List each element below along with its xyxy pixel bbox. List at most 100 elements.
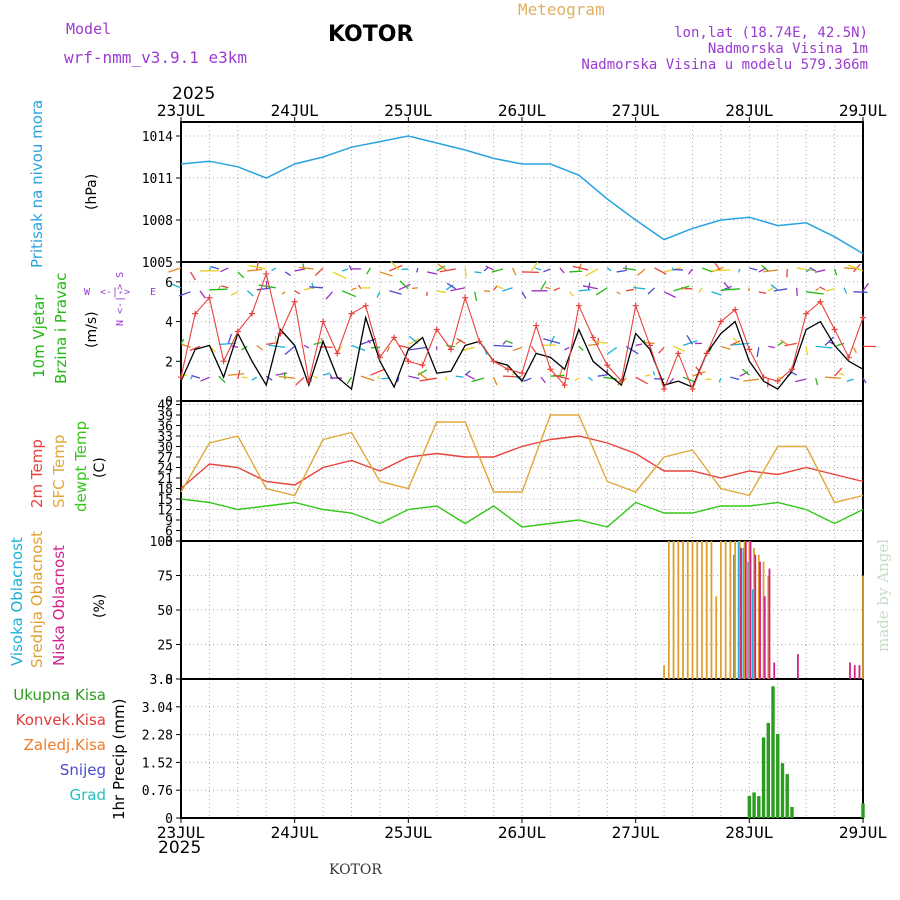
wind-gust-marker xyxy=(618,378,625,385)
wind-gust-marker xyxy=(831,326,838,333)
temp-line-1 xyxy=(180,414,864,504)
wind-arrow xyxy=(730,376,740,381)
wind-arrow xyxy=(549,335,555,345)
wind-arrow xyxy=(294,268,306,272)
wind-arrow xyxy=(271,267,277,272)
wind-arrow xyxy=(284,345,296,356)
wind-arrow xyxy=(302,263,305,271)
wind-gust-marker xyxy=(476,338,483,345)
wind-arrow xyxy=(839,372,845,376)
wind-arrow xyxy=(248,264,267,270)
wind-arrow xyxy=(825,288,835,292)
wind-arrow xyxy=(218,375,226,383)
wind-arrow xyxy=(777,341,784,346)
wind-arrow xyxy=(843,287,848,294)
wind-arrow xyxy=(168,267,182,273)
y-tick-label: 6 xyxy=(165,525,173,540)
wind-arrow xyxy=(559,267,565,274)
wind-arrow xyxy=(419,377,437,382)
wind-arrow xyxy=(474,291,478,301)
wind-arrow xyxy=(218,285,221,290)
precip-bar xyxy=(761,737,766,818)
wind-arrow xyxy=(265,375,273,381)
y-tick-label: 2.28 xyxy=(142,729,173,744)
wind-arrow xyxy=(455,375,464,378)
coords-text: lon,lat (18.74E, 42.5N) xyxy=(674,25,868,41)
wind-arrow xyxy=(398,344,411,349)
wind-gust-marker xyxy=(533,322,540,329)
wind-arrow xyxy=(688,268,694,275)
wind-arrow xyxy=(758,291,767,295)
wind-gust-marker xyxy=(788,366,795,373)
x-tick-label: 24JUL xyxy=(271,101,319,120)
wind-arrow xyxy=(523,377,532,382)
wind-arrow xyxy=(673,345,686,352)
wind-arrow xyxy=(360,375,375,382)
wind-arrow xyxy=(247,268,263,272)
wind-arrow xyxy=(654,267,667,275)
wind-arrow xyxy=(644,374,651,377)
wind-arrow xyxy=(737,268,741,273)
wind-arrow xyxy=(559,367,564,376)
wind-arrow xyxy=(351,344,366,352)
wind-gust-marker xyxy=(746,346,753,353)
wind-gust-marker xyxy=(817,298,824,305)
wind-arrow xyxy=(227,333,232,344)
wind-gust-marker xyxy=(547,366,554,373)
wind-arrow xyxy=(436,265,446,272)
wind-arrow xyxy=(178,291,191,297)
y-tick-label: 1011 xyxy=(142,172,173,187)
wind-gust-marker xyxy=(717,318,724,325)
wind-arrow xyxy=(284,271,291,277)
wind-arrow xyxy=(796,267,815,272)
wind-gust-marker xyxy=(305,378,312,385)
wind-arrow xyxy=(763,269,778,273)
wind-arrow xyxy=(446,282,457,290)
wind-arrow xyxy=(309,286,324,289)
y-tick-label: 50 xyxy=(157,604,173,619)
y-tick-label: 1008 xyxy=(142,214,173,229)
wind-arrow xyxy=(386,346,390,353)
wind-arrow xyxy=(540,280,547,291)
y-tick-label: 27 xyxy=(157,451,173,466)
y-tick-label: 36 xyxy=(157,420,173,435)
wind-arrow xyxy=(396,376,400,383)
wind-arrow xyxy=(770,284,779,291)
wind-arrow xyxy=(341,290,357,298)
wind-gust-marker xyxy=(277,330,284,337)
y-tick-label: 18 xyxy=(157,483,173,498)
wind-arrow xyxy=(805,347,809,355)
precip-bar xyxy=(780,763,785,818)
wind-arrow xyxy=(652,371,656,376)
wind-arrow xyxy=(623,267,636,271)
wind-arrow xyxy=(485,265,494,271)
page-title: KOTOR xyxy=(328,22,414,47)
wind-arrow xyxy=(749,267,758,271)
wind-arrow xyxy=(303,287,314,291)
precip-bar xyxy=(766,722,770,818)
wind-arrow xyxy=(313,375,319,379)
wind-arrow xyxy=(647,287,656,295)
wind-arrow xyxy=(756,347,760,357)
wind-gust-marker xyxy=(462,294,469,301)
wind-arrow xyxy=(237,271,245,279)
wind-arrow xyxy=(833,268,838,276)
wind-arrow xyxy=(367,339,371,344)
wind-arrow xyxy=(471,377,485,383)
wind-gust-marker xyxy=(561,382,568,389)
wind-arrow xyxy=(401,268,409,271)
wind-gust-marker xyxy=(675,350,682,357)
wind-arrow xyxy=(814,269,826,273)
y-tick-label: 0 xyxy=(165,673,173,688)
wind-arrow xyxy=(673,285,690,292)
wind-arrow xyxy=(492,376,498,386)
wind-arrow xyxy=(597,374,608,377)
wind-arrow xyxy=(595,287,608,296)
wind-gust-marker xyxy=(376,354,383,361)
wind-arrow xyxy=(635,376,649,385)
wind-arrow xyxy=(189,345,201,352)
wind-arrow xyxy=(379,271,393,277)
wind-arrow xyxy=(606,267,612,272)
wind-arrow xyxy=(464,267,467,278)
wind-arrow xyxy=(773,288,788,292)
